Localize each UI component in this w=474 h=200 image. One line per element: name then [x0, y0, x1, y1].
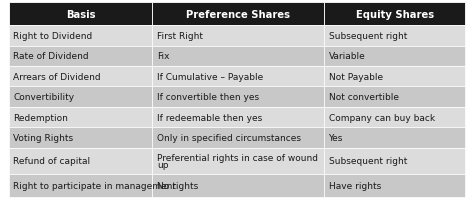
Text: Voting Rights: Voting Rights: [13, 133, 73, 142]
Text: Fix: Fix: [157, 52, 170, 61]
Text: Have rights: Have rights: [328, 181, 381, 190]
Bar: [9, 107, 153, 128]
Bar: [153, 3, 324, 26]
Text: Subsequent right: Subsequent right: [328, 32, 407, 41]
Bar: [9, 46, 153, 67]
Text: Equity Shares: Equity Shares: [356, 10, 434, 19]
Text: Not Payable: Not Payable: [328, 72, 383, 81]
Bar: [153, 87, 324, 107]
Bar: [9, 87, 153, 107]
Text: Right to Dividend: Right to Dividend: [13, 32, 92, 41]
Text: No rights: No rights: [157, 181, 199, 190]
Bar: [324, 174, 465, 197]
Text: If redeemable then yes: If redeemable then yes: [157, 113, 263, 122]
Bar: [9, 26, 153, 46]
Text: up: up: [157, 160, 169, 169]
Text: Rate of Dividend: Rate of Dividend: [13, 52, 89, 61]
Bar: [153, 107, 324, 128]
Bar: [324, 87, 465, 107]
Bar: [9, 3, 153, 26]
Text: Basis: Basis: [66, 10, 95, 19]
Bar: [9, 128, 153, 148]
Text: Convertibility: Convertibility: [13, 93, 74, 102]
Bar: [153, 128, 324, 148]
Text: Not convertible: Not convertible: [328, 93, 399, 102]
Bar: [324, 26, 465, 46]
Bar: [324, 3, 465, 26]
Text: First Right: First Right: [157, 32, 203, 41]
Text: If Cumulative – Payable: If Cumulative – Payable: [157, 72, 264, 81]
Text: Variable: Variable: [328, 52, 365, 61]
Bar: [9, 174, 153, 197]
Text: Preferential rights in case of wound: Preferential rights in case of wound: [157, 153, 318, 162]
Bar: [153, 174, 324, 197]
Bar: [324, 46, 465, 67]
Text: Arrears of Dividend: Arrears of Dividend: [13, 72, 101, 81]
Bar: [9, 67, 153, 87]
Text: Refund of capital: Refund of capital: [13, 157, 91, 166]
Bar: [324, 67, 465, 87]
Bar: [324, 148, 465, 174]
Text: Yes: Yes: [328, 133, 343, 142]
Bar: [9, 148, 153, 174]
Text: Subsequent right: Subsequent right: [328, 157, 407, 166]
Text: Only in specified circumstances: Only in specified circumstances: [157, 133, 301, 142]
Bar: [324, 107, 465, 128]
Text: Preference Shares: Preference Shares: [186, 10, 290, 19]
Bar: [153, 46, 324, 67]
Bar: [153, 148, 324, 174]
Text: Right to participate in management: Right to participate in management: [13, 181, 176, 190]
Text: Company can buy back: Company can buy back: [328, 113, 435, 122]
Bar: [153, 26, 324, 46]
Text: Redemption: Redemption: [13, 113, 68, 122]
Bar: [153, 67, 324, 87]
Text: If convertible then yes: If convertible then yes: [157, 93, 259, 102]
Bar: [324, 128, 465, 148]
